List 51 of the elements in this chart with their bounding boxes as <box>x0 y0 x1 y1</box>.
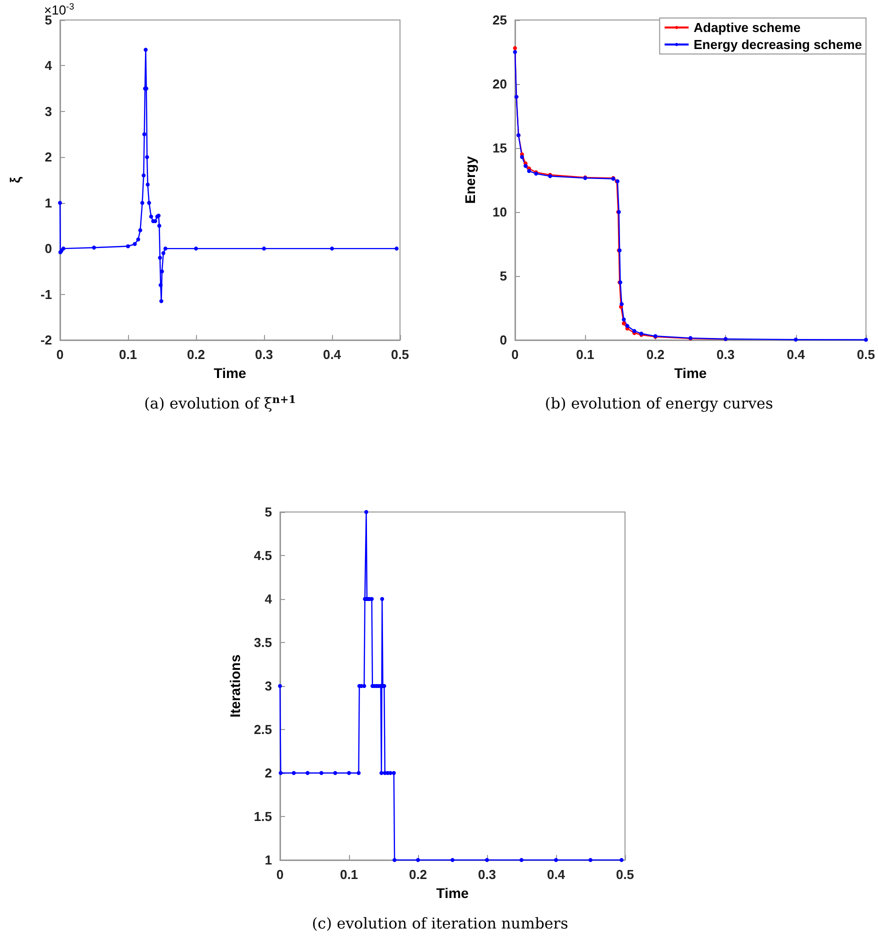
y-tick-label: 2 <box>44 150 52 165</box>
x-tick-label: 0.5 <box>616 867 634 882</box>
y-tick-label: 20 <box>492 76 507 92</box>
x-axis-title: Time <box>436 884 469 901</box>
y-tick-label: 5 <box>500 268 507 284</box>
legend-label: Adaptive scheme <box>694 20 801 35</box>
text: (c) evolution of iteration numbers <box>312 914 568 932</box>
y-tick-label: 4.5 <box>254 548 272 563</box>
y-tick-label: 1.5 <box>254 809 272 824</box>
legend-label: Energy decreasing scheme <box>694 37 862 52</box>
y-tick-label: 15 <box>492 140 507 156</box>
x-tick-label: 0.5 <box>390 347 410 362</box>
x-tick-label: 0.3 <box>254 347 274 362</box>
y-axis-title: Energy <box>462 156 478 204</box>
x-tick-label: 0.4 <box>546 867 566 882</box>
x-tick-label: 0 <box>56 347 64 362</box>
y-tick-label: 4 <box>264 592 273 606</box>
y-tick-label: 25 <box>492 12 507 28</box>
y-axis-title: ξ <box>7 176 23 184</box>
y-tick-label: 0 <box>500 332 507 348</box>
x-tick-label: 0.1 <box>576 347 594 362</box>
y-tick-label: 4 <box>44 58 53 74</box>
y-tick-label: 1 <box>44 195 52 210</box>
y-tick-label: 3 <box>44 104 52 119</box>
y-tick-label: 2.5 <box>254 722 272 737</box>
x-tick-label: 0.1 <box>118 347 138 362</box>
y-tick-label: 3 <box>264 678 272 694</box>
x-axis-title: Time <box>674 364 707 381</box>
y-tick-label: 5 <box>264 504 272 520</box>
y-tick-label: 2 <box>264 766 272 780</box>
x-tick-label: 0.2 <box>408 867 428 882</box>
x-tick-label: 0.4 <box>786 347 806 362</box>
y-axis-title: Iterations <box>227 654 243 718</box>
x-tick-label: 0.4 <box>322 347 342 362</box>
x-tick-label: 0 <box>276 867 284 882</box>
x-tick-label: 0 <box>511 347 519 362</box>
y-tick-label: 10 <box>492 204 507 220</box>
x-tick-label: 0.1 <box>340 867 358 882</box>
text: (b) evolution of energy curves <box>544 394 774 412</box>
x-axis-title: Time <box>214 364 246 381</box>
y-tick-label: -1 <box>40 286 52 302</box>
x-tick-label: 0.3 <box>716 347 735 362</box>
x-tick-label: 0.5 <box>856 347 876 362</box>
y-tick-label: 5 <box>44 12 52 28</box>
y-tick-label: -2 <box>40 332 52 348</box>
x-tick-label: 0.2 <box>646 347 664 362</box>
x-tick-label: 0.2 <box>186 347 206 362</box>
y-tick-label: 1 <box>264 852 272 868</box>
x-tick-label: 0.3 <box>478 867 496 882</box>
y-tick-label: 3.5 <box>254 635 272 650</box>
y-tick-label: 0 <box>44 241 52 256</box>
